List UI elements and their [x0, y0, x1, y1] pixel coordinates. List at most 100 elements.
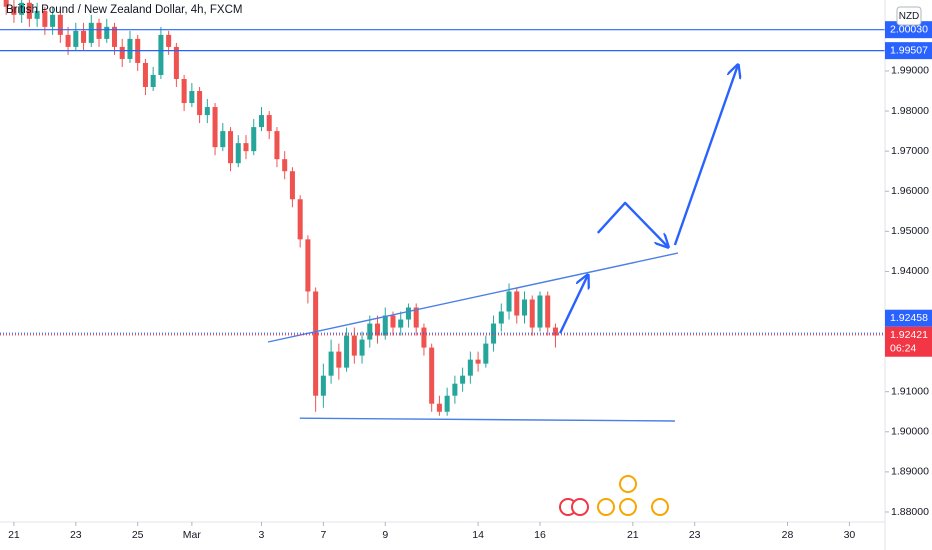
- candle-body: [11, 6, 17, 15]
- candle-body: [197, 91, 203, 116]
- candle-body: [552, 327, 558, 336]
- candle-body: [320, 375, 326, 396]
- y-tick-label: 1.96000: [891, 185, 929, 197]
- price-label: 2.00030: [885, 21, 932, 39]
- candle-body: [57, 14, 63, 35]
- candle-body: [305, 239, 311, 292]
- candle-body: [73, 30, 79, 47]
- candle-body: [96, 22, 102, 39]
- candle-body: [475, 359, 481, 364]
- x-tick-label: Mar: [183, 529, 202, 541]
- candle-body: [297, 199, 303, 240]
- candle-body: [228, 131, 234, 164]
- candle-body: [421, 327, 427, 348]
- arrow: [559, 275, 588, 334]
- candle-body: [127, 38, 133, 59]
- trend-line: [267, 252, 679, 343]
- candle-body: [166, 34, 172, 47]
- candle-body: [521, 299, 528, 316]
- price-label: 1.92421 06:24: [885, 326, 932, 357]
- candle-body: [258, 115, 264, 128]
- candle-body: [351, 335, 357, 356]
- candle-body: [65, 34, 71, 47]
- candle-body: [398, 319, 404, 328]
- candle-body: [444, 395, 450, 412]
- arrow: [673, 65, 738, 246]
- candle-body: [429, 347, 435, 404]
- price-label: 1.99507: [885, 42, 932, 60]
- candle-body: [390, 315, 396, 328]
- candle-body: [212, 107, 218, 148]
- x-tick-label: 3: [259, 529, 265, 541]
- candle-body: [243, 143, 249, 152]
- candle-body: [34, 10, 40, 19]
- x-tick-label: 7: [320, 529, 326, 541]
- plot-area: [0, 0, 885, 422]
- price-label: 1.92458: [885, 309, 932, 327]
- candle-body: [251, 127, 257, 152]
- event-icons: [559, 475, 669, 516]
- price-label-box: [885, 326, 932, 357]
- candle-body: [189, 91, 195, 104]
- y-tick-label: 1.99000: [891, 65, 929, 77]
- candle-body: [506, 291, 512, 312]
- candle-body: [514, 291, 520, 316]
- candle-body: [50, 14, 56, 27]
- candle-body: [467, 359, 473, 376]
- chart-title: British Pound / New Zealand Dollar, 4h, …: [6, 4, 243, 16]
- candle-body: [328, 351, 334, 376]
- y-tick-label: 1.97000: [891, 145, 929, 157]
- x-tick-label: 21: [627, 529, 639, 541]
- countdown: 06:24: [890, 343, 916, 355]
- candle-body: [452, 383, 458, 396]
- y-tick-label: 1.90000: [891, 426, 929, 438]
- candle-body: [537, 295, 543, 328]
- candle-body: [313, 291, 319, 396]
- candle-body: [498, 311, 504, 324]
- y-tick-label: 1.94000: [891, 265, 929, 277]
- candle-body: [235, 143, 241, 164]
- candle-body: [181, 78, 187, 104]
- candle-body: [359, 339, 365, 356]
- price-label-text: 1.92421: [890, 329, 928, 341]
- currency-box[interactable]: [896, 6, 922, 26]
- candle-body: [19, 2, 25, 15]
- candle-body: [336, 351, 342, 368]
- x-tick-label: 16: [534, 529, 546, 541]
- candle-body: [405, 307, 411, 320]
- x-tick-label: 21: [8, 529, 20, 541]
- axes: 1.88000 1.89000 1.90000 1.91000 1.94000 1.950…: [8, 21, 932, 541]
- candle-body: [483, 343, 489, 364]
- candle-body: [491, 323, 497, 344]
- candle-body: [413, 307, 419, 328]
- price-label-box: [885, 42, 932, 60]
- candle-body: [204, 107, 210, 116]
- y-tick-label: 1.98000: [891, 105, 929, 117]
- candle-body: [42, 10, 48, 27]
- candle-body: [142, 62, 148, 87]
- candle-body: [436, 403, 442, 412]
- candle-body: [3, 0, 9, 7]
- y-tick-label: 1.91000: [891, 385, 929, 397]
- candle-body: [111, 26, 118, 47]
- candle-body: [545, 295, 551, 328]
- x-tick-label: 25: [132, 529, 144, 541]
- x-tick-label: 9: [382, 529, 388, 541]
- x-tick-label: 28: [782, 529, 794, 541]
- x-tick-label: 30: [844, 529, 856, 541]
- trend-line: [299, 417, 675, 422]
- candle-body: [274, 131, 280, 160]
- candle-body: [367, 323, 373, 340]
- candle-body: [266, 115, 272, 132]
- candle-body: [375, 323, 381, 336]
- candle-body: [26, 2, 32, 19]
- price-label-text: 1.99507: [890, 44, 928, 56]
- candle-body: [150, 74, 156, 87]
- candle-body: [158, 34, 164, 75]
- price-label-text: 2.00030: [890, 23, 928, 35]
- candle-body: [344, 335, 350, 368]
- candle-body: [173, 46, 179, 79]
